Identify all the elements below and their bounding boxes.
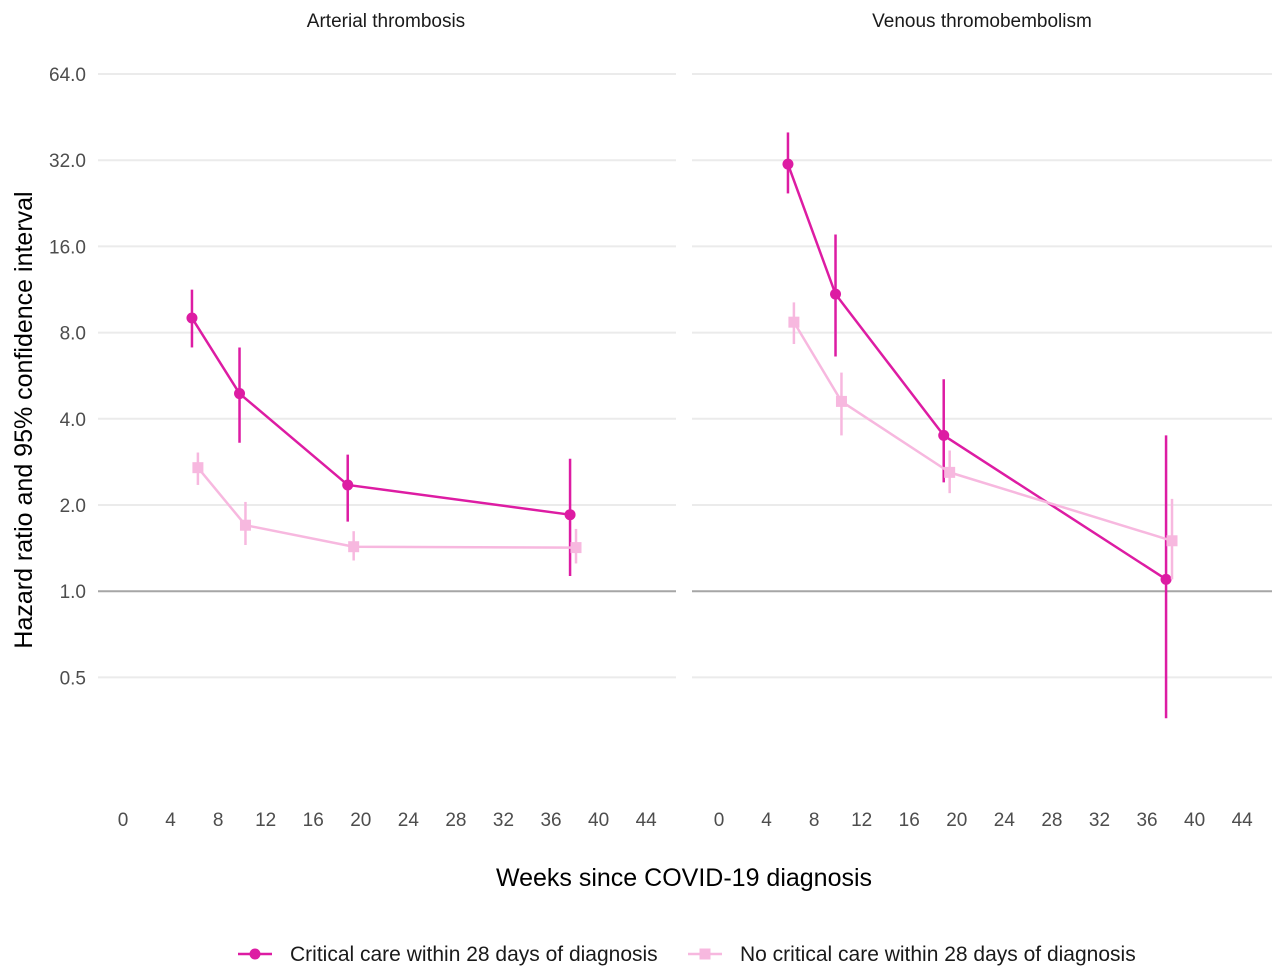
x-tick-label: 24 <box>398 810 420 831</box>
y-tick-label: 8.0 <box>60 324 86 345</box>
x-tick-label: 44 <box>1232 810 1254 831</box>
series-critical-care <box>782 132 1172 719</box>
series-line <box>190 317 571 516</box>
x-tick-label: 20 <box>946 810 967 831</box>
x-tick-label: 44 <box>636 810 658 831</box>
x-tick-label: 4 <box>165 810 176 831</box>
x-tick-label: 4 <box>761 810 772 831</box>
series-line <box>196 466 577 549</box>
series-line <box>792 321 1173 542</box>
data-point <box>782 158 794 170</box>
legend: Critical care within 28 days of diagnosi… <box>238 943 1136 966</box>
x-tick-label: 36 <box>1136 810 1157 831</box>
x-tick-label: 40 <box>1184 810 1205 831</box>
x-tick-label: 24 <box>994 810 1016 831</box>
y-tick-label: 16.0 <box>49 237 86 258</box>
x-tick-label: 0 <box>714 810 725 831</box>
grid-layer: 64.0 32.0 16.0 8.0 4.0 2.0 1.0 0.5 0 4 8 12 16 20 24 28… <box>49 65 1272 831</box>
data-point <box>944 466 956 478</box>
legend-marker-no-critical <box>699 948 711 960</box>
data-point <box>192 462 204 474</box>
x-tick-label: 36 <box>540 810 561 831</box>
x-tick-label: 0 <box>118 810 129 831</box>
data-layer <box>186 132 1178 719</box>
data-point <box>186 312 198 324</box>
y-tick-label: 1.0 <box>60 582 86 603</box>
data-point <box>234 388 246 400</box>
y-tick-label: 32.0 <box>49 151 86 172</box>
y-tick-label: 64.0 <box>49 65 86 86</box>
data-point <box>830 288 842 300</box>
x-tick-label: 28 <box>1041 810 1062 831</box>
y-axis-title: Hazard ratio and 95% confidence interval <box>10 191 38 648</box>
series-no-critical-care <box>788 302 1178 580</box>
panel-title-arterial: Arterial thrombosis <box>307 11 465 32</box>
x-tick-label: 40 <box>588 810 609 831</box>
data-point <box>938 429 950 441</box>
series-critical-care <box>186 289 576 577</box>
x-tick-label: 12 <box>255 810 276 831</box>
x-tick-label: 28 <box>445 810 466 831</box>
data-point <box>788 316 800 328</box>
y-tick-label: 4.0 <box>60 410 86 431</box>
data-point <box>1166 535 1178 547</box>
legend-label-critical: Critical care within 28 days of diagnosi… <box>290 943 658 966</box>
x-tick-label: 16 <box>303 810 324 831</box>
legend-marker-critical <box>249 948 261 960</box>
y-tick-label: 2.0 <box>60 496 86 517</box>
text-layer: Arterial thrombosis Venous thromobemboli… <box>10 11 1092 892</box>
x-tick-label: 32 <box>1089 810 1110 831</box>
x-tick-label: 20 <box>350 810 371 831</box>
x-tick-label: 8 <box>213 810 224 831</box>
x-tick-label: 32 <box>493 810 514 831</box>
data-point <box>342 479 354 491</box>
series-no-critical-care <box>192 452 582 564</box>
x-tick-label: 8 <box>809 810 820 831</box>
y-tick-label: 0.5 <box>60 668 86 689</box>
x-axis-title: Weeks since COVID-19 diagnosis <box>496 864 872 892</box>
data-point <box>835 395 847 407</box>
series-line <box>786 163 1167 581</box>
data-point <box>570 542 582 554</box>
panel-title-venous: Venous thromobembolism <box>872 11 1092 32</box>
x-tick-label: 12 <box>851 810 872 831</box>
data-point <box>239 519 251 531</box>
data-point <box>1160 573 1172 585</box>
data-point <box>348 541 360 553</box>
legend-label-no-critical: No critical care within 28 days of diagn… <box>740 943 1136 966</box>
data-point <box>564 509 576 521</box>
x-tick-label: 16 <box>899 810 920 831</box>
